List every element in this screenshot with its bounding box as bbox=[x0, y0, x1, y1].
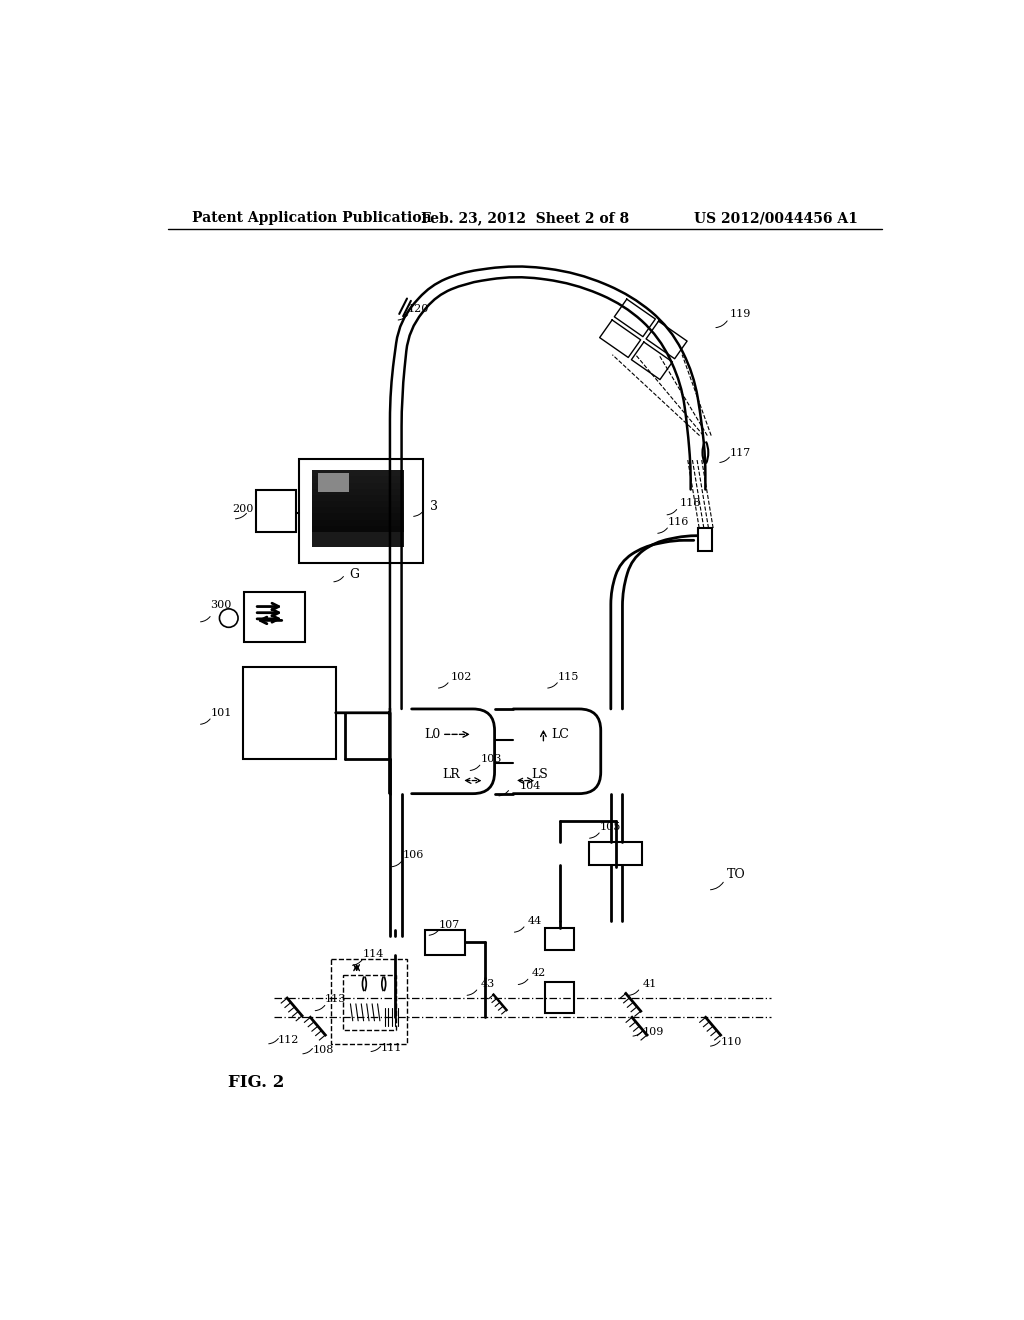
Text: 116: 116 bbox=[668, 517, 689, 527]
Text: 43: 43 bbox=[480, 979, 495, 989]
Bar bbox=[256, 490, 296, 532]
Bar bbox=[312, 525, 403, 532]
Text: FIG. 2: FIG. 2 bbox=[227, 1074, 284, 1090]
Bar bbox=[312, 477, 403, 483]
Bar bbox=[545, 928, 574, 950]
Text: 118: 118 bbox=[679, 499, 700, 508]
Text: 44: 44 bbox=[527, 916, 542, 925]
Bar bbox=[545, 982, 574, 1014]
Bar bbox=[312, 488, 403, 495]
Text: 119: 119 bbox=[729, 309, 751, 319]
Text: 117: 117 bbox=[730, 447, 751, 458]
Text: 110: 110 bbox=[720, 1038, 741, 1047]
Bar bbox=[245, 591, 305, 642]
Text: LC: LC bbox=[551, 727, 569, 741]
Bar bbox=[312, 507, 403, 513]
Text: 42: 42 bbox=[531, 968, 546, 978]
Text: L0: L0 bbox=[424, 727, 440, 741]
Text: 114: 114 bbox=[362, 949, 384, 958]
Bar bbox=[343, 974, 396, 1030]
Text: 115: 115 bbox=[557, 672, 579, 681]
Text: 108: 108 bbox=[312, 1045, 334, 1055]
Text: LR: LR bbox=[442, 768, 460, 781]
Bar bbox=[589, 842, 642, 866]
Text: Feb. 23, 2012  Sheet 2 of 8: Feb. 23, 2012 Sheet 2 of 8 bbox=[421, 211, 629, 226]
Text: LS: LS bbox=[531, 768, 548, 781]
Bar bbox=[317, 473, 349, 492]
Text: 107: 107 bbox=[439, 920, 460, 929]
Text: 3: 3 bbox=[430, 500, 438, 513]
Bar bbox=[312, 513, 403, 520]
Text: 103: 103 bbox=[481, 754, 502, 764]
Text: 300: 300 bbox=[210, 601, 231, 610]
Bar bbox=[312, 470, 403, 477]
Text: 200: 200 bbox=[232, 504, 253, 513]
Bar bbox=[698, 528, 713, 552]
Text: 41: 41 bbox=[642, 979, 656, 989]
Text: 112: 112 bbox=[278, 1035, 299, 1045]
Text: 104: 104 bbox=[519, 781, 541, 791]
Bar bbox=[312, 483, 403, 488]
Text: Patent Application Publication: Patent Application Publication bbox=[191, 211, 431, 226]
Bar bbox=[331, 960, 407, 1044]
Bar bbox=[243, 667, 336, 759]
Text: 113: 113 bbox=[325, 994, 346, 1005]
Bar bbox=[425, 929, 465, 954]
Text: G: G bbox=[349, 568, 359, 581]
Text: 120: 120 bbox=[408, 304, 429, 314]
Text: 111: 111 bbox=[381, 1043, 402, 1053]
Bar bbox=[299, 459, 423, 562]
Text: 109: 109 bbox=[643, 1027, 665, 1038]
Bar bbox=[312, 502, 403, 507]
Text: US 2012/0044456 A1: US 2012/0044456 A1 bbox=[694, 211, 858, 226]
Text: 105: 105 bbox=[599, 822, 621, 832]
Bar bbox=[312, 495, 403, 502]
Text: 101: 101 bbox=[210, 708, 231, 718]
Text: 106: 106 bbox=[402, 850, 424, 861]
Text: 102: 102 bbox=[451, 672, 472, 681]
Text: TO: TO bbox=[727, 869, 745, 880]
Bar bbox=[312, 520, 403, 525]
Bar bbox=[312, 470, 403, 548]
